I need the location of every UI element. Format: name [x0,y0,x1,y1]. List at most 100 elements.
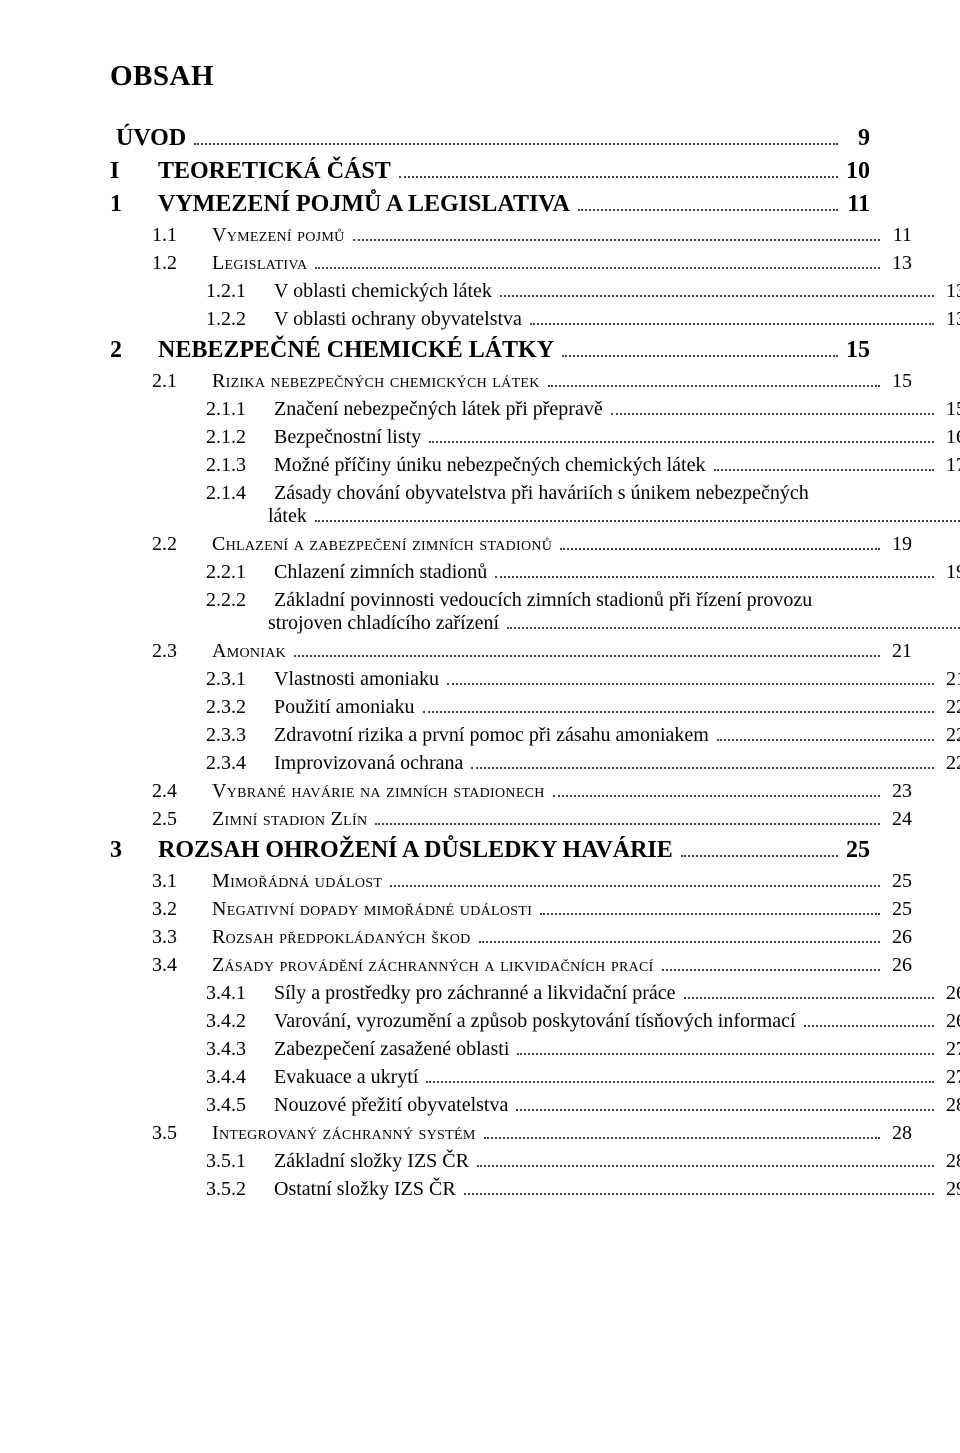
toc-leader [426,1080,934,1083]
toc-entry-number: 3.2 [152,898,212,921]
toc-leader [484,1136,880,1139]
toc-leader [353,238,880,241]
toc-leader [464,1192,934,1195]
toc-entry-text: Evakuace a ukrytí [274,1066,422,1089]
toc-leader [553,794,880,797]
toc-entry-text: Rozsah předpokládaných škod [212,926,475,949]
toc-entry: 1.2Legislativa13 [110,252,912,275]
toc-leader [681,854,838,857]
toc-entry-number: 2.1.4 [206,482,274,505]
toc-entry-number: 1.2.2 [206,308,274,331]
toc-entry-page: 15 [842,337,870,364]
toc-entry: 3.1Mimořádná událost25 [110,870,912,893]
toc-entry-page: 13 [938,280,960,303]
toc-leader [611,412,934,415]
toc-entry-number: 3.4 [152,954,212,977]
toc-leader [684,996,934,999]
toc-entry: 3.2Negativní dopady mimořádné události 25 [110,898,912,921]
toc-entry-number: 1.1 [152,224,212,247]
toc-entry: 2.3.2Použití amoniaku 22 [110,696,960,719]
toc-entry-text: ROZSAH OHROŽENÍ A DŮSLEDKY HAVÁRIE [158,837,677,864]
toc-entry-text: Integrovaný záchranný systém [212,1122,480,1145]
toc-entry-page: 22 [938,696,960,719]
toc-entry-text: VYMEZENÍ POJMŮ A LEGISLATIVA [158,191,574,218]
toc-entry-number: 3.4.1 [206,982,274,1005]
toc-entry-page: 22 [938,752,960,775]
toc-entry-page: 25 [884,898,912,921]
toc-entry: 2.2.2Základní povinnosti vedoucích zimní… [110,589,960,635]
toc-entry-page: 15 [884,370,912,393]
toc-entry-number: 3.5.2 [206,1178,274,1201]
toc-leader [562,354,838,357]
toc-entry-page: 27 [938,1066,960,1089]
toc-leader [471,766,934,769]
toc-entry-text: Zásady provádění záchranných a likvidačn… [212,954,658,977]
toc-leader [662,968,880,971]
toc-entry-text: Improvizovaná ochrana [274,752,467,775]
toc-entry-text: Vymezení pojmů [212,224,349,247]
toc-entry-page: 15 [938,398,960,421]
toc-entry-text: Možné příčiny úniku nebezpečných chemick… [274,454,710,477]
toc-entry-text: V oblasti ochrany obyvatelstva [274,308,526,331]
toc-entry-page: 22 [938,724,960,747]
toc-entry-page: 24 [884,808,912,831]
toc-entry-number: I [110,158,158,185]
toc-entry-page: 11 [842,191,870,218]
toc-entry-text: Rizika nebezpečných chemických látek [212,370,544,393]
toc-entry-text: Zabezpečení zasažené oblasti [274,1038,513,1061]
toc-entry-text: Použití amoniaku [274,696,419,719]
toc-entry: 2.3.3Zdravotní rizika a první pomoc při … [110,724,960,747]
toc-entry-text: Zimní stadion Zlín [212,808,371,831]
toc-leader [717,738,934,741]
toc-entry-text: Negativní dopady mimořádné události [212,898,536,921]
toc-entry-text: Legislativa [212,252,311,275]
toc-entry-text: Značení nebezpečných látek při přepravě [274,398,607,421]
toc-entry-number: 3.4.5 [206,1094,274,1117]
toc-entry-number: 3.3 [152,926,212,949]
toc-entry: 3.4Zásady provádění záchranných a likvid… [110,954,912,977]
toc-entry-text-cont: strojoven chladícího zařízení [268,612,503,635]
toc-entry: 2.1.3Možné příčiny úniku nebezpečných ch… [110,454,960,477]
toc-leader [294,654,880,657]
toc-entry-number: 3.4.2 [206,1010,274,1033]
toc-entry: ÚVOD9 [110,125,870,152]
toc-entry: 1.2.1V oblasti chemických látek13 [110,280,960,303]
toc-entry: 2.5Zimní stadion Zlín 24 [110,808,912,831]
toc-leader [315,519,960,522]
toc-entry-page: 28 [938,1094,960,1117]
toc-entry-number: 3 [110,837,158,864]
toc-entry-text: TEORETICKÁ ČÁST [158,158,395,185]
toc-entry-page: 26 [884,954,912,977]
toc-entry-page: 23 [884,780,912,803]
toc-entry-number: 1.2 [152,252,212,275]
toc-entry-page: 16 [938,426,960,449]
toc-entry: 3.4.2Varování, vyrozumění a způsob posky… [110,1010,960,1033]
toc-entry-text: V oblasti chemických látek [274,280,496,303]
toc-entry-text: Základní složky IZS ČR [274,1150,473,1173]
toc-entry-page: 29 [938,1178,960,1201]
toc-entry-number: 2.2.2 [206,589,274,612]
toc-entry-number: 2.3.2 [206,696,274,719]
toc-entry-number: 2.5 [152,808,212,831]
toc-leader [390,884,880,887]
toc-leader [477,1164,934,1167]
toc-leader [804,1024,934,1027]
toc-leader [516,1108,934,1111]
toc-entry-text: Síly a prostředky pro záchranné a likvid… [274,982,680,1005]
toc-entry-page: 17 [938,454,960,477]
toc-entry: 3.5Integrovaný záchranný systém28 [110,1122,912,1145]
toc-entry: 1VYMEZENÍ POJMŮ A LEGISLATIVA 11 [110,191,870,218]
toc-entry-page: 25 [884,870,912,893]
toc-entry: 2.2Chlazení a zabezpečení zimních stadio… [110,533,912,556]
toc-entry: 3.4.1Síly a prostředky pro záchranné a l… [110,982,960,1005]
toc-leader [429,440,934,443]
toc-entry-text: Zásady chování obyvatelstva při haváriíc… [274,482,813,505]
toc-entry-page: 26 [938,1010,960,1033]
toc-leader [315,266,880,269]
toc-entry-number: 2.1 [152,370,212,393]
toc-entry-number: 2.1.3 [206,454,274,477]
toc-entry-text: Vlastnosti amoniaku [274,668,443,691]
toc-entry-number: 1 [110,191,158,218]
toc-body: ÚVOD9ITEORETICKÁ ČÁST101VYMEZENÍ POJMŮ A… [110,125,870,1201]
toc-leader [507,626,960,629]
